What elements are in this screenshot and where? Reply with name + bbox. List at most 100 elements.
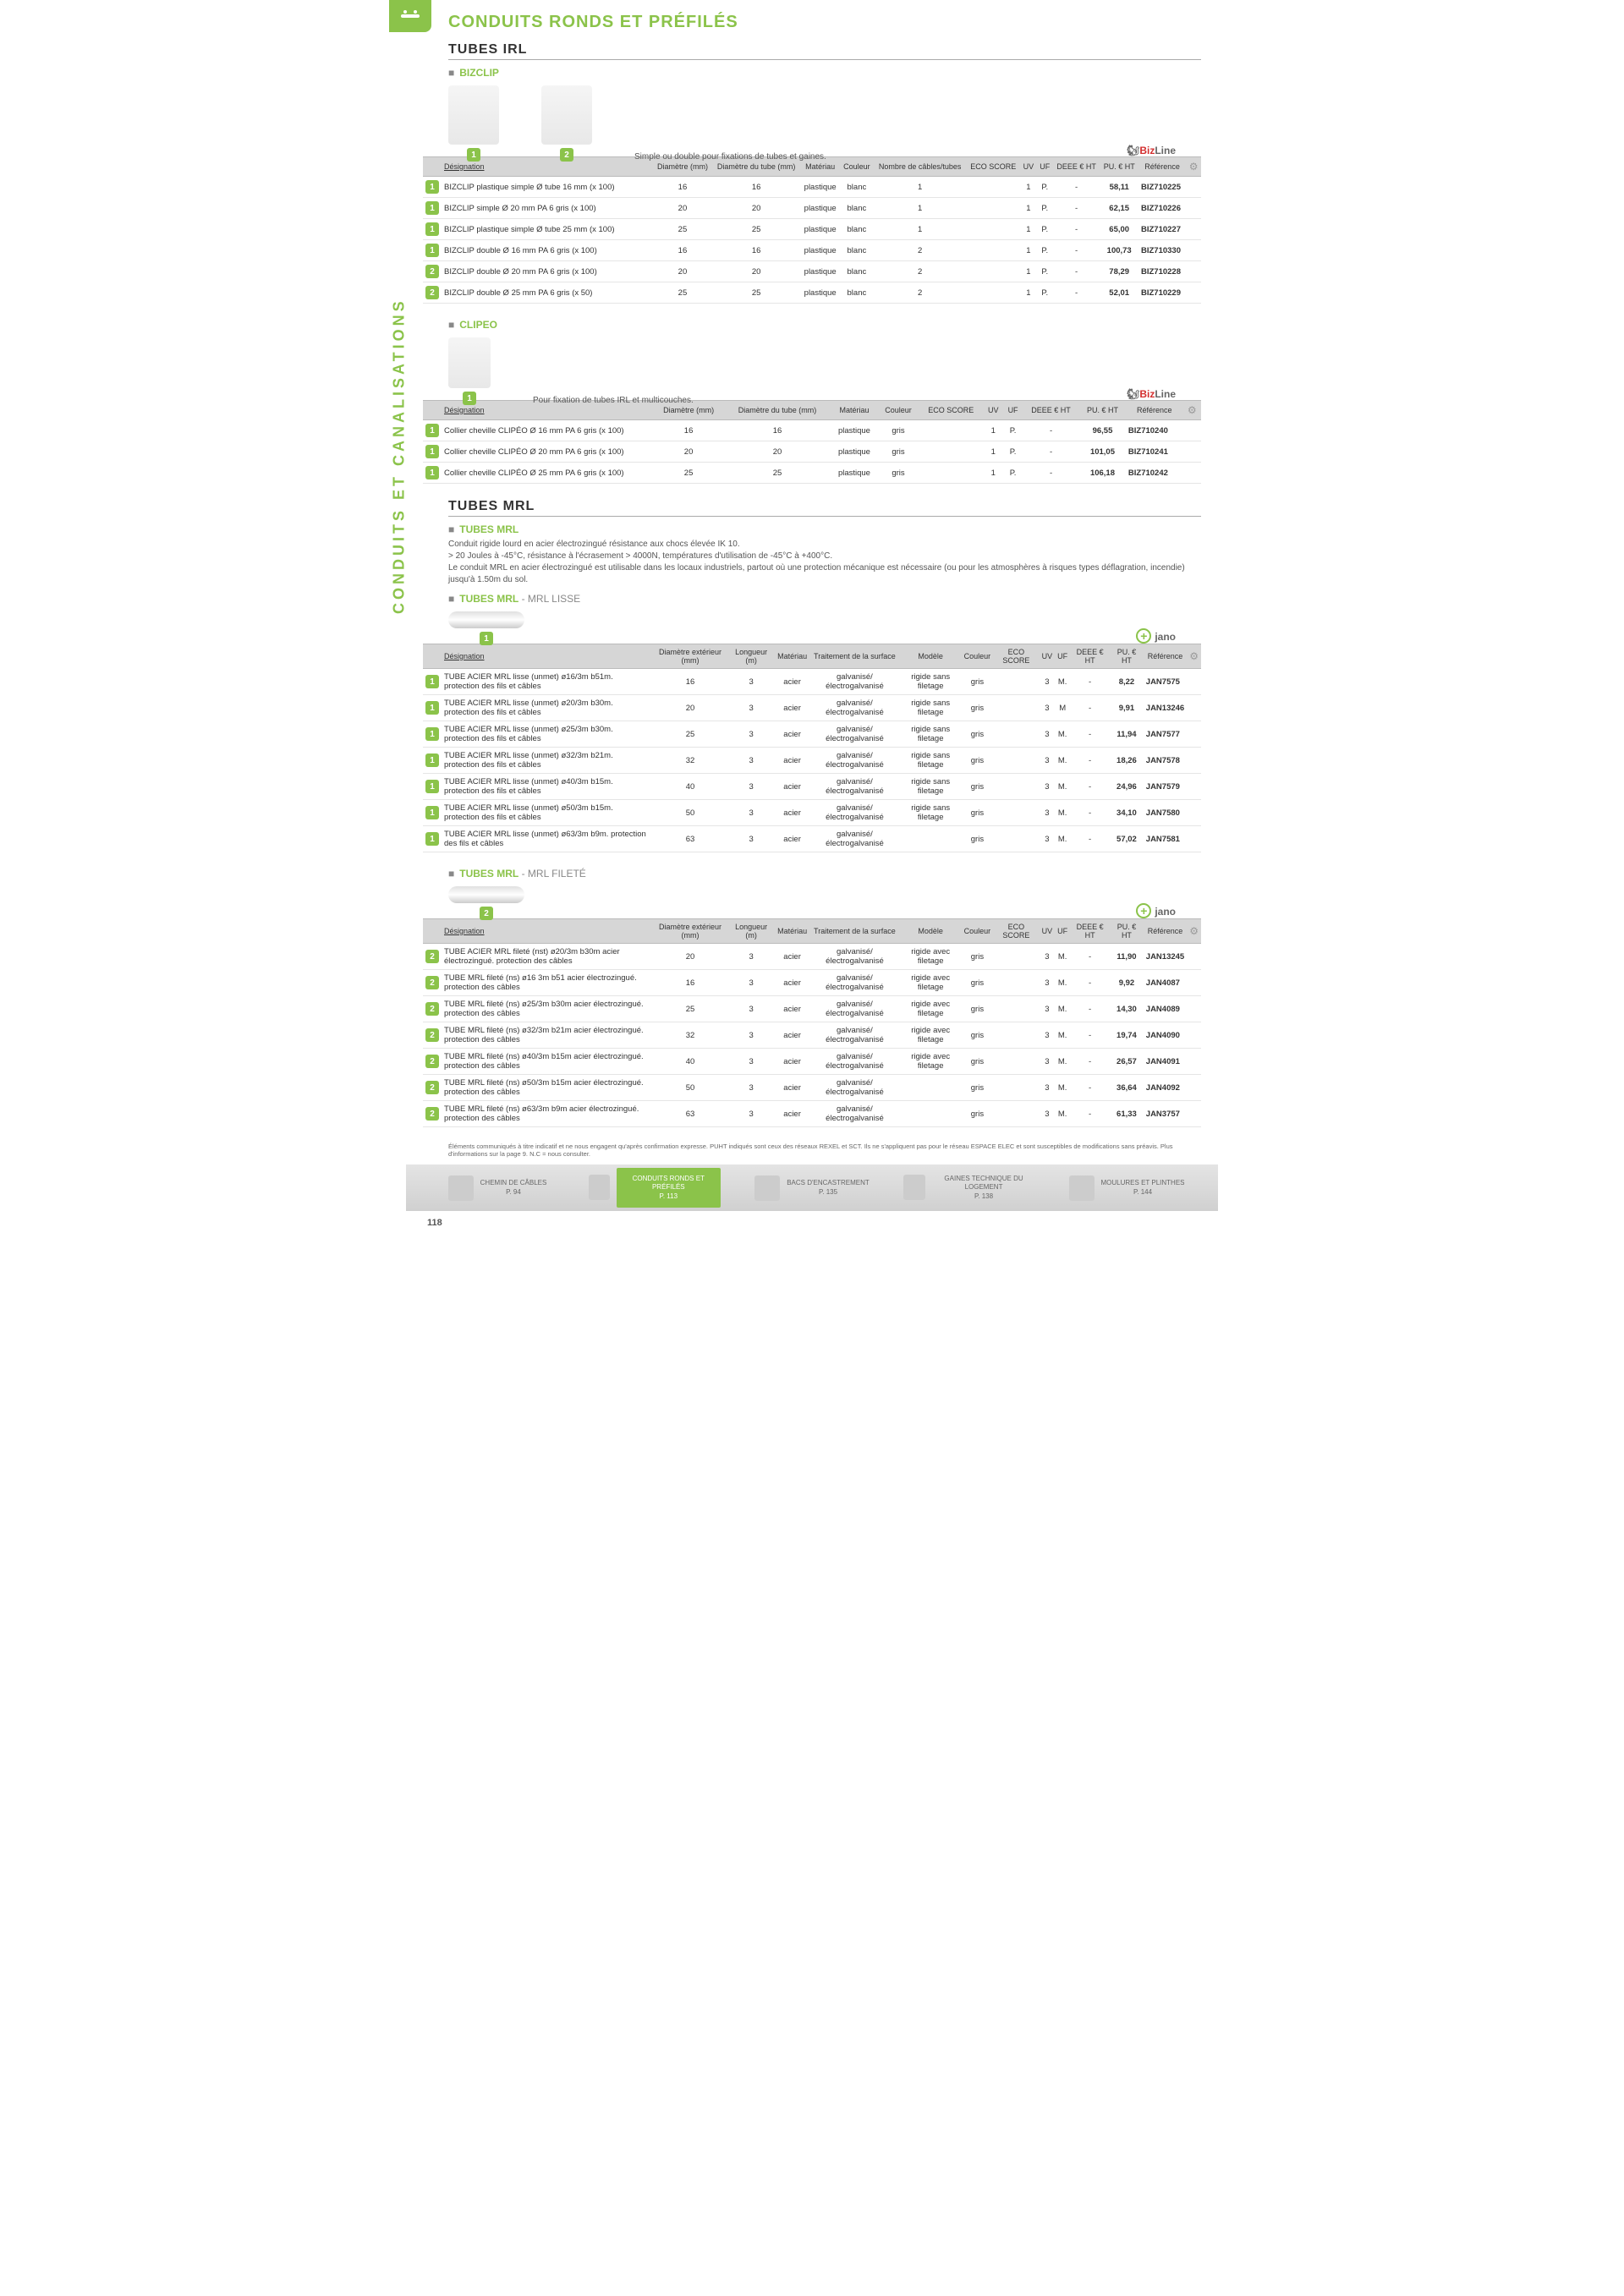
table-row: 1TUBE ACIER MRL lisse (unmet) ø32/3m b21… xyxy=(423,748,1201,774)
table-header xyxy=(423,401,442,420)
table-header: Référence xyxy=(1126,401,1183,420)
table-header: Modèle xyxy=(900,644,962,669)
table-header: PU. € HT xyxy=(1110,644,1144,669)
page-title: CONDUITS RONDS ET PRÉFILÉS xyxy=(448,13,1201,32)
table-header: Traitement de la surface xyxy=(809,919,900,944)
table-header: DEEE € HT xyxy=(1070,919,1110,944)
table-header: DEEE € HT xyxy=(1023,401,1079,420)
table-header: UV xyxy=(1020,157,1037,177)
vertical-section-label: CONDUITS ET CANALISATIONS xyxy=(391,298,409,614)
table-row: 2TUBE MRL fileté (ns) ø32/3m b21m acier … xyxy=(423,1022,1201,1049)
footer-nav-item[interactable]: BACS D'ENCASTREMENTP. 135 xyxy=(746,1175,878,1201)
table-row: 1TUBE ACIER MRL lisse (unmet) ø20/3m b30… xyxy=(423,695,1201,721)
table-header: ⚙ xyxy=(1183,401,1201,420)
table-header: Matériau xyxy=(831,401,878,420)
table-header xyxy=(423,157,442,177)
brand-jano-2: +jano xyxy=(423,903,1176,918)
table-header: Référence xyxy=(1138,157,1186,177)
table-header: UV xyxy=(1040,644,1056,669)
table-row: 2BIZCLIP double Ø 20 mm PA 6 gris (x 100… xyxy=(423,261,1201,282)
table-header: Couleur xyxy=(878,401,919,420)
table-row: 1Collier cheville CLIPÉO Ø 16 mm PA 6 gr… xyxy=(423,420,1201,441)
table-header: Diamètre extérieur (mm) xyxy=(653,644,727,669)
tubes-mrl-description: Conduit rigide lourd en acier électrozin… xyxy=(448,539,1201,586)
table-row: 1TUBE ACIER MRL lisse (unmet) ø40/3m b15… xyxy=(423,774,1201,800)
table-header: ECO SCORE xyxy=(993,919,1039,944)
footer-nav-item[interactable]: CHEMIN DE CÂBLESP. 94 xyxy=(431,1175,563,1201)
table-header: Traitement de la surface xyxy=(809,644,900,669)
table-header: Désignation xyxy=(442,644,653,669)
table-header: ECO SCORE xyxy=(919,401,984,420)
table-header xyxy=(423,919,442,944)
table-row: 1TUBE ACIER MRL lisse (unmet) ø63/3m b9m… xyxy=(423,826,1201,852)
table-row: 1TUBE ACIER MRL lisse (unmet) ø50/3m b15… xyxy=(423,800,1201,826)
table-row: 1BIZCLIP plastique simple Ø tube 25 mm (… xyxy=(423,219,1201,240)
table-header: ECO SCORE xyxy=(993,644,1039,669)
bizclip-caption: Simple ou double pour fixations de tubes… xyxy=(634,152,826,162)
mrl-filete-table: DésignationDiamètre extérieur (mm)Longue… xyxy=(423,918,1201,1127)
section-tubes-irl-title: TUBES IRL xyxy=(448,42,1201,60)
category-icon-badge xyxy=(389,0,431,32)
table-header: Modèle xyxy=(900,919,962,944)
table-header: ECO SCORE xyxy=(967,157,1021,177)
brand-jano-1: +jano xyxy=(423,628,1176,644)
table-row: 1TUBE ACIER MRL lisse (unmet) ø16/3m b51… xyxy=(423,669,1201,695)
table-row: 2TUBE MRL fileté (ns) ø50/3m b15m acier … xyxy=(423,1075,1201,1101)
table-header: PU. € HT xyxy=(1079,401,1126,420)
table-header: Couleur xyxy=(962,644,994,669)
footer-nav-item[interactable]: MOULURES ET PLINTHESP. 144 xyxy=(1061,1175,1193,1201)
footer-nav: CHEMIN DE CÂBLESP. 94 CONDUITS RONDS ET P… xyxy=(406,1164,1218,1211)
table-header: ⚙ xyxy=(1186,157,1201,177)
table-header: Matériau xyxy=(775,644,809,669)
table-header: Référence xyxy=(1144,919,1187,944)
table-header: Couleur xyxy=(962,919,994,944)
table-header xyxy=(423,644,442,669)
clipeo-caption: Pour fixation de tubes IRL et multicouch… xyxy=(533,396,694,405)
table-row: 1BIZCLIP simple Ø 20 mm PA 6 gris (x 100… xyxy=(423,198,1201,219)
table-header: UV xyxy=(983,401,1003,420)
table-row: 2TUBE MRL fileté (ns) ø25/3m b30m acier … xyxy=(423,996,1201,1022)
table-header: DEEE € HT xyxy=(1053,157,1100,177)
table-row: 1Collier cheville CLIPÉO Ø 25 mm PA 6 gr… xyxy=(423,463,1201,484)
table-header: UF xyxy=(1037,157,1053,177)
page-number: 118 xyxy=(427,1218,1201,1228)
table-header: PU. € HT xyxy=(1110,919,1144,944)
table-header: Matériau xyxy=(775,919,809,944)
mrl-lisse-table: DésignationDiamètre extérieur (mm)Longue… xyxy=(423,644,1201,852)
table-row: 2TUBE ACIER MRL fileté (nst) ø20/3m b30m… xyxy=(423,944,1201,970)
table-row: 2TUBE MRL fileté (ns) ø40/3m b15m acier … xyxy=(423,1049,1201,1075)
subsection-mrl-lisse-title: ■TUBES MRL - MRL LISSE xyxy=(448,593,1201,605)
table-row: 1BIZCLIP double Ø 16 mm PA 6 gris (x 100… xyxy=(423,240,1201,261)
subsection-tubes-mrl-title: ■TUBES MRL xyxy=(448,523,1201,535)
table-header: Désignation xyxy=(442,919,653,944)
table-header: ⚙ xyxy=(1187,644,1201,669)
section-tubes-mrl-title: TUBES MRL xyxy=(448,499,1201,517)
table-row: 2TUBE MRL fileté (ns) ø63/3m b9m acier é… xyxy=(423,1101,1201,1127)
table-header: UF xyxy=(1003,401,1023,420)
table-header: UF xyxy=(1055,919,1070,944)
table-header: UF xyxy=(1055,644,1070,669)
table-header: ⚙ xyxy=(1187,919,1201,944)
table-header: Longueur (m) xyxy=(727,919,775,944)
footer-nav-item[interactable]: CONDUITS RONDS ET PRÉFILÉSP. 113 xyxy=(589,1168,721,1208)
subsection-bizclip-title: ■BIZCLIP xyxy=(448,67,1201,79)
bizclip-table: DésignationDiamètre (mm)Diamètre du tube… xyxy=(423,156,1201,304)
table-header: Diamètre du tube (mm) xyxy=(724,401,831,420)
table-header: UV xyxy=(1040,919,1056,944)
clipeo-table: DésignationDiamètre (mm)Diamètre du tube… xyxy=(423,400,1201,484)
table-row: 2TUBE MRL fileté (ns) ø16 3m b51 acier é… xyxy=(423,970,1201,996)
table-row: 1BIZCLIP plastique simple Ø tube 16 mm (… xyxy=(423,177,1201,198)
table-header: Couleur xyxy=(840,157,874,177)
table-header: Nombre de câbles/tubes xyxy=(874,157,967,177)
table-header: PU. € HT xyxy=(1100,157,1138,177)
table-row: 1TUBE ACIER MRL lisse (unmet) ø25/3m b30… xyxy=(423,721,1201,748)
table-row: 1Collier cheville CLIPÉO Ø 20 mm PA 6 gr… xyxy=(423,441,1201,463)
table-header: Longueur (m) xyxy=(727,644,775,669)
table-row: 2BIZCLIP double Ø 25 mm PA 6 gris (x 50)… xyxy=(423,282,1201,304)
footer-nav-item[interactable]: GAINES TECHNIQUE DU LOGEMENTP. 138 xyxy=(903,1175,1035,1201)
table-header: Référence xyxy=(1144,644,1187,669)
footer-disclaimer: Éléments communiqués à titre indicatif e… xyxy=(448,1143,1201,1158)
subsection-clipeo-title: ■CLIPEO xyxy=(448,319,1201,331)
subsection-mrl-filete-title: ■TUBES MRL - MRL FILETÉ xyxy=(448,868,1201,879)
table-header: Diamètre extérieur (mm) xyxy=(653,919,727,944)
